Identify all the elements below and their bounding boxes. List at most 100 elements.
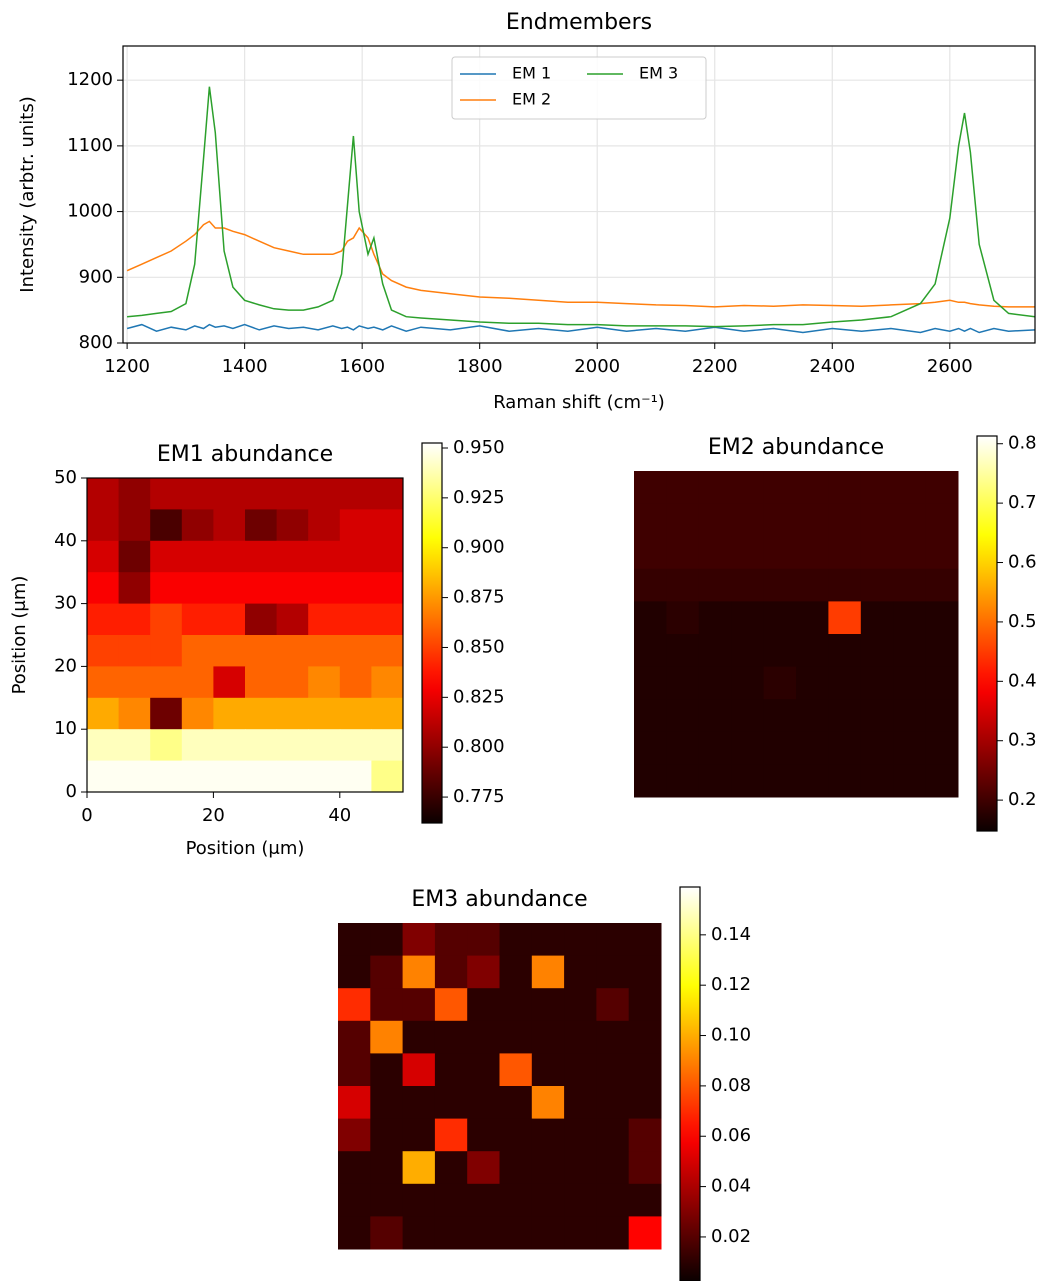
heatmap-cell	[666, 503, 700, 537]
heatmap-cell	[634, 764, 667, 798]
heatmap-cell	[925, 568, 959, 602]
heatmap-cell	[308, 540, 341, 573]
heatmap-cell	[181, 603, 214, 636]
heatmap-cell	[860, 764, 894, 798]
heatmap-cell	[338, 1020, 371, 1054]
heatmap-cell	[308, 478, 341, 510]
heatmap-cell	[698, 536, 732, 570]
x-tick-label: 2000	[574, 356, 620, 377]
heatmap-cell	[338, 923, 371, 957]
heatmap-cell	[276, 697, 309, 730]
heatmap-cell	[371, 509, 404, 542]
heatmap-cell	[370, 1183, 404, 1217]
heatmap-cell	[339, 603, 372, 636]
heatmap-cell	[531, 1151, 565, 1185]
heatmap-cell	[370, 1216, 404, 1250]
heatmap-cell	[276, 666, 309, 699]
heatmap-cell	[596, 1216, 630, 1250]
heatmap-cell	[87, 572, 120, 605]
heatmap-cell	[181, 760, 214, 793]
heatmap-cell	[925, 764, 959, 798]
x-tick-label: 1800	[457, 356, 503, 377]
heatmap-cell	[118, 635, 151, 667]
heatmap-cell	[596, 988, 630, 1022]
heatmap-cell	[339, 729, 372, 762]
heatmap-cell	[828, 601, 862, 635]
chart-title: EM1 abundance	[157, 442, 333, 467]
heatmap-cell	[763, 764, 797, 798]
heatmap-cell	[245, 729, 278, 762]
heatmap-cell	[118, 540, 151, 573]
heatmap-cell	[467, 1053, 500, 1087]
heatmap-cell	[338, 1183, 371, 1217]
heatmap-cell	[308, 760, 341, 793]
heatmap-cell	[87, 540, 120, 573]
heatmap-cell	[531, 955, 565, 989]
heatmap-cell	[634, 503, 667, 537]
heatmap-cell	[434, 1020, 468, 1054]
heatmap-cell	[308, 603, 341, 636]
heatmap-cell	[276, 478, 309, 510]
heatmap-cell	[828, 764, 862, 798]
heatmap-cell	[276, 572, 309, 605]
heatmap-cell	[731, 699, 765, 733]
axes-frame	[86, 477, 404, 793]
heatmap-cell	[698, 731, 732, 765]
heatmap-cell	[213, 697, 246, 730]
heatmap-cell	[531, 1053, 565, 1087]
heatmap-cell	[213, 729, 246, 762]
heatmap-cell	[245, 478, 278, 510]
heatmap-cell	[828, 503, 862, 537]
heatmap-cell	[339, 478, 372, 510]
colorbar-tick-label: 0.825	[453, 686, 505, 707]
heatmap-cell	[467, 1086, 500, 1120]
heatmap-cell	[628, 1183, 662, 1217]
heatmap-cell	[596, 1020, 630, 1054]
heatmap-cell	[731, 731, 765, 765]
heatmap-cell	[370, 1053, 404, 1087]
heatmap-cell	[698, 503, 732, 537]
heatmap-cell	[666, 764, 700, 798]
heatmap-cell	[434, 1118, 468, 1152]
colorbar-tick-label: 0.04	[711, 1176, 751, 1197]
heatmap-cell	[371, 666, 404, 699]
heatmap-cell	[564, 1216, 597, 1250]
legend-box	[451, 56, 707, 120]
heatmap-cell	[925, 536, 959, 570]
heatmap-cell	[925, 634, 959, 668]
series-line	[126, 323, 1035, 334]
heatmap-cell	[118, 697, 151, 730]
heatmap-cell	[666, 731, 700, 765]
heatmap-cell	[796, 666, 829, 700]
heatmap-cell	[467, 1020, 500, 1054]
y-tick-label: 900	[79, 266, 113, 287]
heatmap-cell	[402, 1216, 436, 1250]
heatmap-cell	[564, 1020, 597, 1054]
heatmap-cell	[213, 478, 246, 510]
heatmap-cell	[150, 666, 183, 699]
colorbar	[976, 435, 998, 832]
colorbar	[421, 442, 443, 824]
x-tick-label: 20	[202, 805, 225, 826]
colorbar-tick-label: 0.7	[1008, 492, 1037, 513]
heatmap-cell	[698, 666, 732, 700]
heatmap-cell	[763, 634, 797, 668]
heatmap-cell	[150, 509, 183, 542]
heatmap-cell	[763, 731, 797, 765]
heatmap-cell	[860, 731, 894, 765]
heatmap-cell	[893, 536, 927, 570]
heatmap-cell	[371, 760, 404, 793]
colorbar-tick-label: 0.875	[453, 587, 505, 608]
y-axis-label: Position (μm)	[9, 576, 30, 695]
heatmap-cell	[370, 923, 404, 957]
heatmap-cell	[628, 955, 662, 989]
heatmap-cell	[213, 760, 246, 793]
heatmap-cell	[181, 697, 214, 730]
heatmap-cell	[213, 603, 246, 636]
colorbar-tick-label: 0.2	[1008, 789, 1037, 810]
heatmap-cell	[338, 1053, 371, 1087]
heatmap-cell	[339, 697, 372, 730]
heatmap-cell	[564, 1183, 597, 1217]
heatmap-cell	[338, 1216, 371, 1250]
